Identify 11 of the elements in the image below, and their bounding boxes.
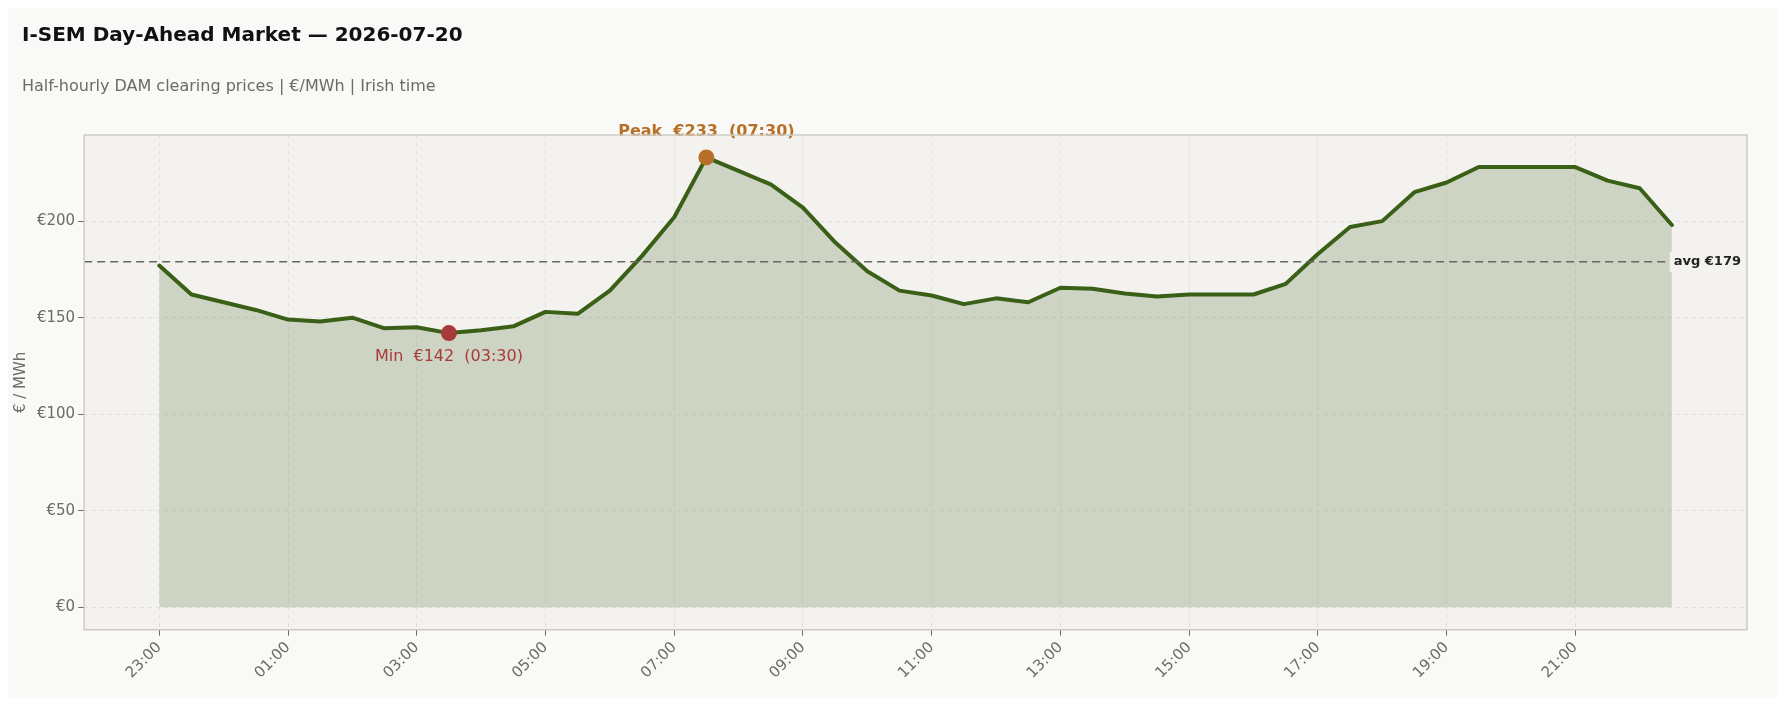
y-axis-title: € / MWh [10,351,29,414]
ref-line-label: avg €179 [1673,253,1741,269]
chart-title: I-SEM Day-Ahead Market — 2026-07-20 [21,21,464,46]
annotation: Min €142 (03:30) [374,346,523,366]
y-tick-label: €50 [46,500,76,519]
annotation: Peak €233 (07:30) [618,120,795,140]
y-tick-label: €150 [36,307,76,326]
y-tick-label: €200 [36,211,76,230]
y-tick-label: €100 [36,404,76,423]
chart-subtitle: Half-hourly DAM clearing prices | €/MWh | Irish time [21,75,437,95]
y-tick-label: €0 [56,597,76,616]
